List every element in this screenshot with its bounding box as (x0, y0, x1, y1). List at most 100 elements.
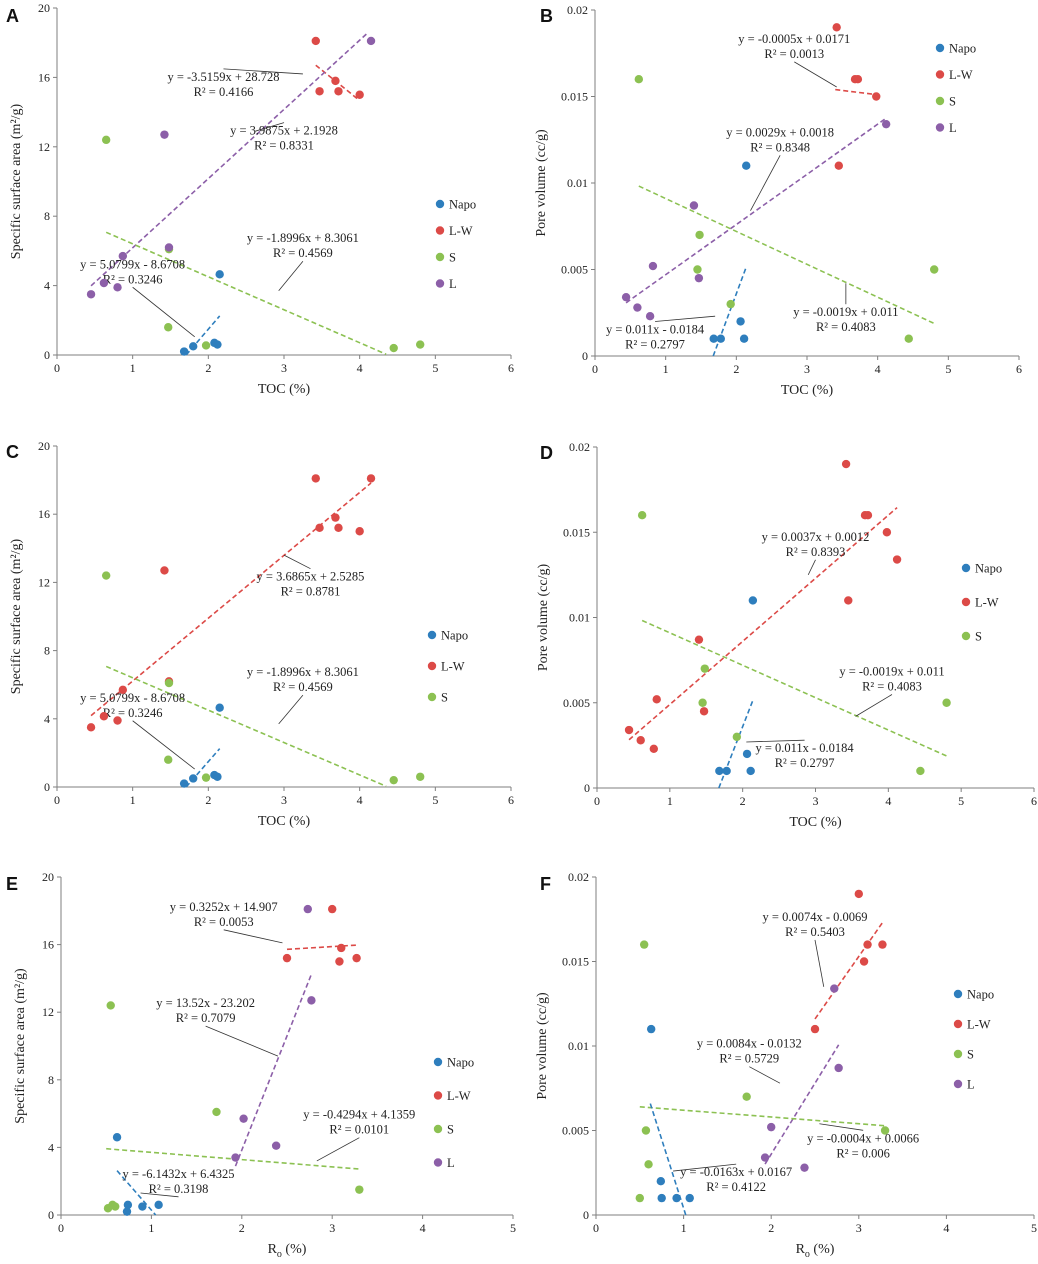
trendline-r-squared: R² = 0.7079 (176, 1011, 236, 1025)
trendline-r-squared: R² = 0.4083 (816, 320, 876, 334)
data-point-napo (154, 1200, 163, 1210)
data-point-napo (646, 1024, 656, 1034)
y-axis-title: Specific surface area (m²/g) (9, 103, 24, 259)
data-point-l-w (334, 87, 343, 96)
data-point-s (212, 1107, 221, 1117)
data-point-napo (709, 334, 718, 343)
data-point-napo (742, 749, 752, 759)
data-point-napo (739, 334, 749, 343)
annotation-leader (255, 122, 285, 132)
data-point-l-w (337, 943, 346, 953)
data-point-l-w (334, 523, 343, 533)
data-point-napo (716, 334, 725, 343)
y-tick-label: 0.01 (569, 611, 590, 625)
x-tick-label: 2 (733, 362, 739, 376)
data-point-s (106, 1001, 115, 1010)
annotation-leader (746, 739, 805, 743)
data-point-s (639, 940, 649, 949)
trendline-equation: y = -0.0019x + 0.011 (793, 305, 898, 319)
x-axis-title: TOC (%) (781, 383, 834, 398)
y-tick-label: 20 (38, 439, 50, 453)
trendline-equation: y = -0.0019x + 0.011 (839, 664, 944, 678)
legend-label-napo: Napo (441, 629, 468, 643)
data-point-napo (736, 317, 745, 326)
trendline-equation: y = 0.0029x + 0.0018 (726, 125, 834, 139)
data-point-l-w (699, 707, 709, 716)
legend-label-l-w: L-W (967, 1018, 991, 1032)
annotation-leader (205, 1025, 279, 1057)
data-point-napo (213, 772, 222, 781)
data-point-l-w (872, 92, 881, 101)
data-point-l (800, 1163, 809, 1172)
y-tick-label: 20 (38, 1, 50, 15)
data-point-s (416, 772, 425, 781)
data-point-napo (215, 703, 224, 712)
data-point-l (271, 1141, 281, 1150)
trendline-r-squared: R² = 0.2797 (625, 338, 685, 352)
y-tick-label: 0.005 (561, 263, 588, 277)
y-axis-title: Pore volume (cc/g) (534, 129, 549, 237)
data-point-s (389, 343, 398, 353)
data-point-l (830, 984, 839, 993)
data-point-l (621, 292, 631, 302)
data-point-s (904, 334, 913, 343)
trendline-equation: y = 0.011x - 0.0184 (606, 323, 705, 337)
trendline-r-squared: R² = 0.5729 (719, 1052, 779, 1066)
legend-marker-napo (961, 563, 971, 573)
data-point-s (644, 1160, 653, 1169)
data-point-s (164, 755, 173, 764)
data-point-l-w (311, 36, 320, 46)
legend-marker-s (435, 252, 445, 262)
data-point-s (732, 732, 742, 742)
trendline-l-w (814, 922, 884, 1020)
y-axis-title: Pore volume (cc/g) (536, 564, 551, 672)
annotation-leader (223, 68, 303, 75)
x-tick-label: 1 (667, 794, 673, 808)
data-point-l-w (331, 76, 340, 86)
y-tick-label: 0.015 (563, 525, 590, 539)
data-point-napo (189, 774, 198, 783)
annotation-leader (814, 939, 825, 987)
legend-label-l: L (447, 1156, 455, 1170)
data-point-s (916, 766, 925, 776)
data-point-napo (179, 347, 189, 356)
x-tick-label: 3 (281, 793, 287, 807)
trendline-s (106, 1147, 360, 1170)
trendline-l-w (286, 944, 357, 951)
trendline-napo (718, 700, 754, 789)
y-tick-label: 4 (48, 1140, 54, 1154)
x-tick-label: 5 (510, 1221, 516, 1235)
data-point-l-w (331, 513, 340, 522)
data-point-l (648, 261, 658, 271)
data-point-s (111, 1202, 120, 1211)
data-point-s (930, 265, 939, 274)
legend-marker-l (435, 279, 445, 288)
trendline-s (638, 185, 935, 325)
data-point-l (760, 1153, 770, 1162)
data-point-napo (215, 270, 224, 279)
data-point-s (693, 265, 702, 274)
legend-label-l: L (449, 277, 457, 291)
legend-label-l: L (949, 121, 957, 135)
y-tick-label: 0.02 (568, 870, 589, 884)
trendline-r-squared: R² = 0.0013 (764, 47, 824, 61)
data-point-s (101, 571, 111, 580)
data-point-s (700, 664, 709, 673)
trendline-l-w (628, 507, 898, 741)
data-point-l-w (841, 459, 851, 469)
y-tick-label: 16 (42, 938, 54, 952)
trendline-r-squared: R² = 0.4569 (273, 680, 333, 694)
data-point-l (633, 303, 642, 312)
data-point-l-w (355, 90, 364, 99)
x-tick-label: 3 (804, 362, 810, 376)
x-axis-title: Ro (%) (796, 1242, 835, 1260)
legend-marker-l-w (961, 597, 971, 607)
trendline-r-squared: R² = 0.8348 (750, 140, 810, 154)
data-point-napo (123, 1200, 133, 1210)
x-tick-label: 1 (681, 1221, 687, 1235)
data-point-s (942, 698, 951, 707)
legend-marker-s (935, 96, 945, 106)
y-tick-label: 12 (38, 140, 50, 154)
data-point-napo (213, 340, 222, 349)
